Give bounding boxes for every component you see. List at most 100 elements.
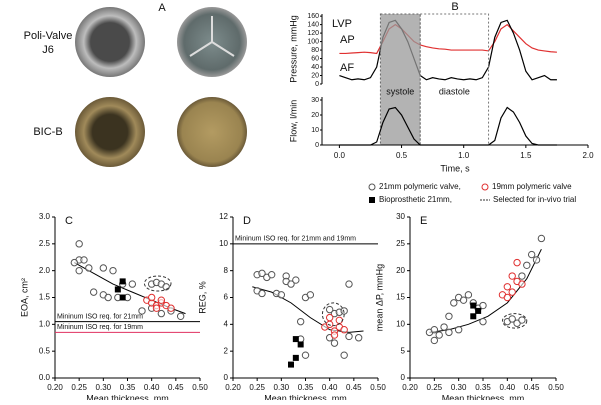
- x-tick-label: 0.45: [524, 383, 540, 392]
- point: [85, 264, 93, 272]
- legend-label: 21mm polymeric valve,: [379, 182, 461, 191]
- phase-band: [379, 13, 421, 146]
- point: [157, 309, 166, 318]
- point: [518, 280, 526, 288]
- trend-line: [252, 286, 364, 333]
- point: [479, 301, 487, 310]
- y-tick-label: 30: [311, 97, 319, 104]
- point: [325, 313, 334, 322]
- point: [537, 234, 546, 243]
- y-tick-label: 20: [396, 266, 405, 275]
- x-tick-label: 0.50: [548, 383, 564, 392]
- point: [454, 326, 463, 334]
- x-tick-label: 0.50: [370, 383, 386, 392]
- point: [518, 316, 526, 324]
- point: [445, 312, 453, 320]
- photo: [75, 97, 145, 167]
- point: [147, 293, 156, 302]
- y-tick-label: 0: [224, 373, 229, 382]
- point: [475, 307, 482, 314]
- point: [277, 291, 286, 299]
- y-tick-label: 2.0: [39, 266, 51, 275]
- x-tick-label: 0.20: [225, 383, 241, 392]
- panel-label: B: [451, 1, 458, 13]
- point: [138, 307, 146, 315]
- y-tick-label: 2.5: [39, 239, 51, 248]
- y-tick-label: 1.0: [39, 319, 51, 328]
- x-tick-label: 2.0: [582, 151, 594, 160]
- row-label: J6: [42, 44, 54, 56]
- reference-label: Mininum ISO req. for 19mm: [57, 324, 143, 331]
- legend-marker: [368, 183, 376, 191]
- series-label: LVP: [332, 18, 352, 30]
- x-tick-label: 0.40: [500, 383, 516, 392]
- x-tick-label: 0.20: [402, 383, 418, 392]
- y-tick-label: 0.0: [39, 373, 51, 382]
- photo: [75, 7, 145, 77]
- point: [532, 256, 541, 264]
- point: [330, 331, 339, 339]
- x-tick-label: 1.0: [458, 151, 470, 160]
- point: [503, 283, 512, 291]
- x-axis-label: Time, s: [440, 163, 470, 173]
- y-tick-label: 0.5: [39, 346, 51, 355]
- reference-label: Mininum ISO req. for 21mm and 19mm: [235, 236, 356, 243]
- point: [292, 354, 299, 361]
- y-tick-label: 140: [307, 21, 319, 28]
- point: [527, 250, 536, 259]
- y-tick-label: 8: [224, 266, 229, 275]
- point: [80, 256, 88, 264]
- legend-marker: [481, 183, 489, 191]
- x-tick-label: 0.45: [346, 383, 362, 392]
- series-line: [339, 19, 557, 81]
- point: [258, 289, 266, 298]
- x-axis-label: Mean thickness, mm: [86, 393, 169, 400]
- point: [292, 336, 299, 343]
- point: [152, 304, 161, 312]
- x-tick-label: 0.0: [334, 151, 346, 160]
- point: [176, 312, 185, 320]
- point: [267, 270, 276, 279]
- point: [518, 272, 526, 280]
- point: [325, 320, 334, 329]
- point: [292, 276, 300, 284]
- point: [450, 299, 458, 307]
- point: [89, 288, 98, 296]
- point: [109, 266, 117, 275]
- point: [288, 361, 294, 368]
- legend-label: Bioprosthetic 21mm,: [379, 195, 452, 204]
- x-tick-label: 0.40: [144, 383, 160, 392]
- y-tick-label: 4: [224, 319, 229, 328]
- legend-label: Selected for in-vivo trial: [493, 195, 576, 204]
- point: [470, 302, 477, 309]
- x-tick-label: 0.25: [427, 383, 443, 392]
- y-axis-label: Pressure, mmHg: [288, 15, 298, 83]
- point: [523, 261, 531, 269]
- x-tick-label: 1.5: [520, 151, 532, 160]
- point: [157, 296, 166, 304]
- y-tick-label: 160: [307, 13, 319, 20]
- legend-label: 19mm polymeric valve: [492, 182, 572, 191]
- point: [330, 339, 339, 347]
- y-tick-label: 1.5: [39, 293, 51, 302]
- valve-photos: [75, 7, 247, 167]
- highlight-ellipse: [501, 313, 528, 329]
- point: [430, 326, 439, 334]
- panel-label: C: [65, 215, 73, 227]
- point: [340, 351, 348, 359]
- point: [75, 240, 83, 248]
- point: [435, 331, 443, 339]
- y-tick-label: 10: [219, 239, 228, 248]
- x-tick-label: 0.35: [120, 383, 136, 392]
- point: [345, 332, 353, 341]
- panel-label: A: [158, 2, 166, 14]
- y-axis-label: mean ΔP, mmHg: [374, 264, 384, 331]
- point: [503, 293, 512, 302]
- x-axis-label: Mean thickness, mm: [264, 393, 347, 400]
- legend-marker: [369, 197, 375, 203]
- x-tick-label: 0.50: [192, 383, 208, 392]
- point: [335, 316, 344, 325]
- y-tick-label: 0: [401, 373, 406, 382]
- y-axis-label: EOA, cm²: [19, 278, 29, 317]
